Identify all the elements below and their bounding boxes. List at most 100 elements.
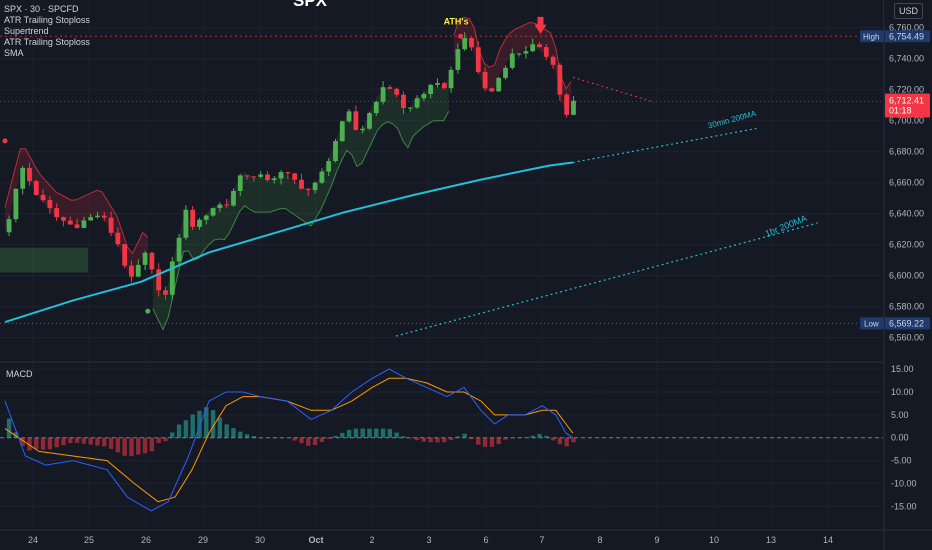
price-tick-label: 6,680.00 bbox=[889, 147, 924, 157]
histogram-bar bbox=[442, 437, 447, 443]
candle-body bbox=[265, 174, 270, 180]
histogram-bar bbox=[129, 437, 134, 457]
sma-30min-projection bbox=[572, 127, 757, 164]
histogram-bar bbox=[516, 437, 522, 439]
histogram-bar bbox=[571, 437, 576, 443]
time-tick-label: 14 bbox=[823, 535, 833, 545]
legend-item[interactable]: Supertrend bbox=[4, 26, 49, 36]
macd-histogram bbox=[6, 407, 576, 457]
candle bbox=[265, 171, 270, 182]
candle bbox=[435, 78, 440, 88]
histogram-bar bbox=[183, 420, 189, 438]
symbol-label[interactable]: SPX · 30 · SPCFD bbox=[4, 4, 79, 14]
low-value-text: 6,569.22 bbox=[889, 318, 924, 328]
histogram-bar bbox=[47, 437, 53, 450]
candle-body bbox=[571, 100, 576, 115]
candle bbox=[353, 105, 359, 131]
candle-body bbox=[353, 111, 359, 131]
histogram-bar bbox=[387, 428, 393, 438]
macd-tick-label: 0.00 bbox=[891, 433, 909, 443]
candle bbox=[122, 243, 128, 269]
candle-body bbox=[489, 88, 495, 92]
histogram-bar bbox=[149, 437, 155, 452]
indicator-legend: SPX · 30 · SPCFD ATR Trailing Stoploss S… bbox=[4, 4, 90, 59]
price-tick-label: 6,720.00 bbox=[889, 85, 924, 95]
histogram-bar bbox=[462, 433, 467, 438]
candle bbox=[448, 66, 454, 93]
histogram-bar bbox=[326, 437, 331, 439]
candle bbox=[88, 213, 94, 221]
time-tick-label: 25 bbox=[84, 535, 94, 545]
histogram-bar bbox=[217, 417, 223, 438]
candle-body bbox=[47, 200, 53, 209]
histogram-bar bbox=[374, 428, 379, 438]
legend-item[interactable]: SMA bbox=[4, 48, 24, 58]
price-tick-label: 6,640.00 bbox=[889, 209, 924, 219]
bull-stop-band-line bbox=[152, 111, 450, 331]
candle bbox=[163, 286, 168, 300]
candle-body bbox=[523, 51, 529, 54]
candle bbox=[108, 211, 114, 237]
candle-body bbox=[6, 219, 12, 233]
histogram-bar bbox=[523, 437, 529, 439]
candle bbox=[299, 173, 304, 190]
time-tick-label: 10 bbox=[709, 535, 719, 545]
candle-body bbox=[135, 264, 141, 277]
stop-flip-marker bbox=[2, 138, 8, 144]
candle bbox=[169, 256, 175, 301]
candle-body bbox=[190, 209, 196, 227]
legend-item[interactable]: ATR Trailing Stoploss bbox=[4, 37, 90, 47]
candle-body bbox=[224, 204, 230, 206]
candle-body bbox=[197, 219, 202, 227]
candle-body bbox=[33, 181, 39, 195]
candle-body bbox=[258, 174, 264, 177]
candle bbox=[509, 48, 515, 70]
macd-tick-label: -15.00 bbox=[891, 501, 917, 511]
legend-item[interactable]: ATR Trailing Stoploss bbox=[4, 15, 90, 25]
histogram-bar bbox=[190, 414, 195, 438]
candle bbox=[27, 162, 32, 186]
histogram-bar bbox=[319, 437, 325, 442]
candle bbox=[319, 168, 325, 184]
histogram-bar bbox=[564, 437, 569, 447]
candle-body bbox=[462, 38, 468, 50]
candle-body bbox=[81, 220, 87, 228]
histogram-bar bbox=[68, 437, 73, 444]
candles bbox=[6, 32, 576, 301]
histogram-bar bbox=[428, 437, 433, 443]
candle bbox=[203, 214, 209, 225]
last-price-tag bbox=[885, 93, 930, 118]
candle-body bbox=[339, 121, 345, 142]
macd-pane-label[interactable]: MACD bbox=[6, 369, 33, 379]
candle-body bbox=[333, 141, 338, 162]
candle bbox=[101, 211, 107, 222]
candle-body bbox=[20, 167, 26, 189]
currency-button[interactable]: USD bbox=[883, 0, 932, 22]
histogram-bar bbox=[122, 437, 127, 456]
candle bbox=[278, 170, 284, 185]
candle-body bbox=[169, 261, 175, 295]
candle bbox=[6, 215, 12, 237]
candle-body bbox=[231, 190, 236, 206]
histogram-bar bbox=[476, 437, 481, 445]
candle bbox=[244, 175, 250, 180]
trailing-stop-bands bbox=[0, 16, 572, 331]
bear-stop-band bbox=[5, 148, 148, 279]
candle-body bbox=[387, 87, 393, 89]
candle bbox=[67, 216, 73, 225]
histogram-bar bbox=[333, 435, 338, 438]
price-tick-label: 6,660.00 bbox=[889, 178, 924, 188]
histogram-bar bbox=[61, 437, 66, 446]
candle bbox=[271, 176, 277, 184]
candle-body bbox=[530, 44, 536, 52]
histogram-bar bbox=[13, 432, 19, 438]
candle bbox=[217, 202, 223, 212]
histogram-bar bbox=[34, 437, 39, 449]
histogram-bar bbox=[455, 436, 461, 438]
candle bbox=[373, 100, 379, 117]
macd-tick-label: -10.00 bbox=[891, 478, 917, 488]
candle-body bbox=[183, 209, 189, 238]
high-tag-text: High bbox=[863, 32, 879, 41]
candle-body bbox=[210, 208, 216, 216]
